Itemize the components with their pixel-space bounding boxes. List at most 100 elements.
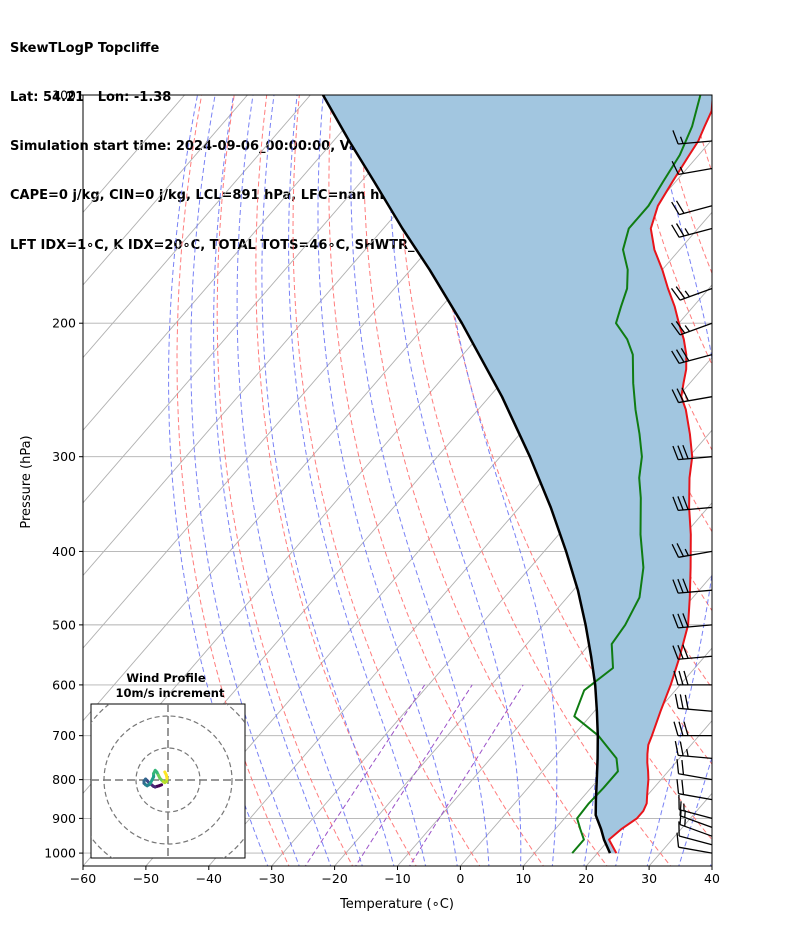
wind-barb-staff	[678, 707, 713, 712]
wind-barb-flag	[679, 694, 684, 709]
wind-barb-flag	[679, 741, 684, 756]
moist-adiabat	[350, 95, 490, 866]
wind-barb-staff	[678, 754, 713, 760]
moist-adiabat	[236, 95, 363, 866]
wind-barb-flag	[682, 578, 689, 593]
dry-adiabat	[362, 95, 608, 866]
wind-barb-staff	[679, 815, 713, 829]
dry-adiabat	[292, 95, 481, 866]
wind-barb-half-flag	[679, 166, 685, 174]
parcel-shading	[323, 95, 712, 854]
wind-barb-flag	[676, 779, 680, 794]
wind-barbs	[670, 130, 713, 854]
wind-barb-flag	[675, 349, 685, 363]
wind-barb-flag	[671, 160, 680, 175]
y-tick-label: 200	[52, 316, 76, 331]
wind-barb	[671, 387, 713, 404]
sounding-series	[321, 95, 712, 854]
x-tick-label: 10	[515, 871, 531, 886]
dry-adiabat	[755, 95, 794, 869]
wind-barb	[672, 130, 713, 145]
wind-barb-staff	[678, 589, 713, 594]
wind-barb-staff	[678, 456, 713, 461]
wind-barb	[672, 444, 713, 461]
wind-barb-flag	[683, 670, 689, 686]
wind-barb-flag	[676, 543, 685, 557]
hodograph: Wind Profile 10m/s increment	[90, 671, 246, 859]
wind-barb-flag	[682, 495, 689, 510]
isotherm-line	[83, 95, 374, 431]
wind-barb-flag	[679, 801, 682, 816]
wind-barb-flag	[671, 543, 680, 558]
wind-barb	[671, 200, 713, 216]
cape-cin-shading	[323, 95, 712, 854]
wind-barb	[673, 670, 712, 686]
wind-barb-flag	[670, 287, 681, 301]
x-tick-label: −10	[384, 871, 410, 886]
wind-barb-staff	[678, 808, 713, 820]
y-tick-label: 100	[52, 88, 76, 103]
wind-barb-flag	[675, 320, 686, 334]
wind-barb	[678, 795, 713, 820]
hodograph-subtitle: 10m/s increment	[116, 686, 225, 700]
wind-barb-flag	[672, 496, 679, 511]
wind-barb-flag	[670, 322, 681, 336]
wind-barb	[670, 320, 713, 336]
wind-barb-flag	[676, 759, 680, 774]
isotherm-line	[460, 574, 712, 866]
wind-barb-half-flag	[686, 749, 689, 757]
wind-barb-flag	[684, 694, 689, 710]
x-tick-label: 0	[456, 871, 464, 886]
wind-barb-flag	[671, 389, 680, 403]
wind-barb	[672, 644, 713, 660]
moist-adiabat	[678, 755, 712, 866]
wind-barb-flag	[682, 644, 689, 659]
isotherm-line	[585, 720, 712, 866]
isotherm-line	[83, 95, 500, 577]
wind-barb-staff	[679, 287, 713, 301]
dry-adiabat	[176, 95, 290, 866]
y-tick-label: 600	[52, 677, 76, 692]
y-tick-label: 800	[52, 772, 76, 787]
wind-barb-staff	[678, 506, 713, 512]
isotherm-line	[83, 95, 248, 286]
wind-barb-flag	[673, 721, 679, 736]
dry-adiabat	[591, 95, 712, 452]
wind-barb	[672, 578, 713, 594]
wind-barb-staff	[678, 140, 713, 145]
wind-barb	[678, 821, 713, 846]
wind-barb-flag	[672, 130, 679, 145]
isotherm-line	[83, 95, 311, 359]
wind-barb-staff	[678, 227, 713, 238]
parcel-line	[321, 95, 612, 854]
wind-barb-flag	[682, 613, 689, 628]
wind-barb-flag	[683, 721, 689, 736]
temperature-line	[608, 95, 712, 854]
wind-barb	[671, 160, 713, 176]
wind-barb-half-flag	[679, 136, 684, 144]
y-tick-label: 700	[52, 728, 76, 743]
y-tick-label: 900	[52, 811, 76, 826]
x-tick-label: −20	[321, 871, 347, 886]
wind-barb-flag	[678, 670, 684, 686]
moist-adiabat	[261, 95, 395, 866]
wind-barb	[672, 613, 713, 629]
wind-barb-staff	[678, 396, 713, 404]
dry-adiabat	[255, 95, 417, 866]
wind-barb-staff	[678, 846, 713, 854]
wind-barb-flag	[680, 347, 690, 362]
wind-barb-staff	[678, 773, 713, 781]
isotherm-line	[711, 865, 712, 866]
wind-barb-staff	[678, 353, 713, 365]
wind-barb-staff	[679, 322, 713, 336]
moist-adiabat	[168, 95, 269, 866]
wind-barb	[674, 740, 713, 760]
x-tick-label: −60	[70, 871, 96, 886]
wind-barb-flag	[674, 693, 679, 709]
chart-title: SkewTLogP Topcliffe	[10, 40, 160, 56]
y-tick-label: 300	[52, 449, 76, 464]
wind-barb-flag	[676, 832, 680, 848]
mixing-ratio-line	[355, 684, 473, 866]
y-tick-label: 500	[52, 617, 76, 632]
